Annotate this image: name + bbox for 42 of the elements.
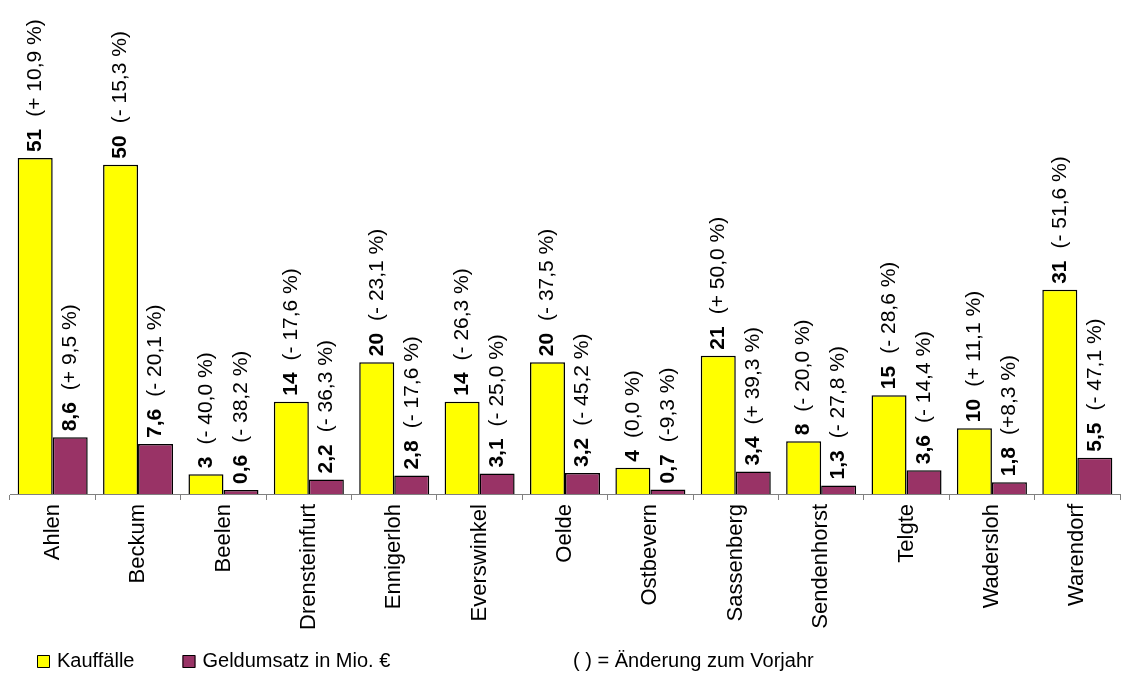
x-tick-label: Ahlen (38, 504, 64, 561)
data-label: 3,2 (- 45,2 %) (569, 333, 593, 467)
x-tick-label: Telgte (892, 504, 918, 563)
data-label: 0,6 (- 38,2 %) (227, 350, 251, 485)
data-label: 2,8 (- 17,6 %) (398, 336, 422, 470)
data-label: 14 (- 17,6 %) (278, 268, 302, 396)
data-label: 51 (+ 10,9 %) (21, 19, 45, 153)
data-label: 4 (0,0 %) (619, 370, 643, 462)
x-tick-label: Oelde (551, 504, 577, 563)
data-label: 31 (- 51,6 %) (1046, 156, 1070, 284)
data-label: 7,6 (- 20,1 %) (142, 304, 166, 438)
data-label: 1,3 (- 27,8 %) (825, 346, 849, 480)
data-label: 0,7 (-9,3 %) (654, 367, 678, 484)
legend-label: Kauffälle (57, 648, 135, 671)
data-label: 3 (- 40,0 %) (192, 352, 216, 469)
data-label: 8,6 (+ 9,5 %) (56, 304, 80, 432)
data-label: 21 (+ 50,0 %) (705, 216, 729, 350)
data-label: 15 (- 28,6 %) (875, 261, 899, 390)
data-label: 1,8 (+8,3 %) (996, 355, 1020, 477)
x-tick-label: Drensteinfurt (294, 504, 320, 630)
data-label: 2,2 (- 36,3 %) (313, 340, 337, 474)
legend-label: Geldumsatz in Mio. € (202, 648, 391, 671)
x-tick-label: Ennigerloh (380, 504, 406, 610)
data-label: 10 (+ 11,1 %) (961, 290, 985, 423)
text: ( ) = Änderung zum Vorjahr (573, 648, 815, 671)
data-label: 3,6 (- 14,4 %) (910, 330, 934, 465)
data-label: 8 (- 20,0 %) (790, 319, 814, 436)
data-label: 14 (- 26,3 %) (448, 268, 472, 396)
x-tick-label: Sassenberg (721, 504, 747, 622)
data-label: 3,4 (+ 39,3 %) (740, 326, 764, 466)
x-tick-label: Sendenhorst (807, 504, 833, 629)
x-tick-label: Ostbevern (636, 504, 662, 606)
x-tick-label: Beelen (209, 504, 235, 573)
data-label: 20 (- 23,1 %) (363, 228, 387, 357)
data-label: 50 (- 15,3 %) (107, 31, 131, 159)
x-tick-label: Beckum (124, 504, 150, 584)
x-tick-label: Everswinkel (465, 504, 491, 622)
data-label: 5,5 (- 47,1 %) (1081, 318, 1105, 452)
x-tick-label: Warendorf (1063, 503, 1089, 606)
data-label: 20 (- 37,5 %) (534, 228, 558, 357)
x-tick-label: Wadersloh (977, 504, 1003, 609)
data-label: 3,1 (- 25,0 %) (483, 334, 507, 468)
